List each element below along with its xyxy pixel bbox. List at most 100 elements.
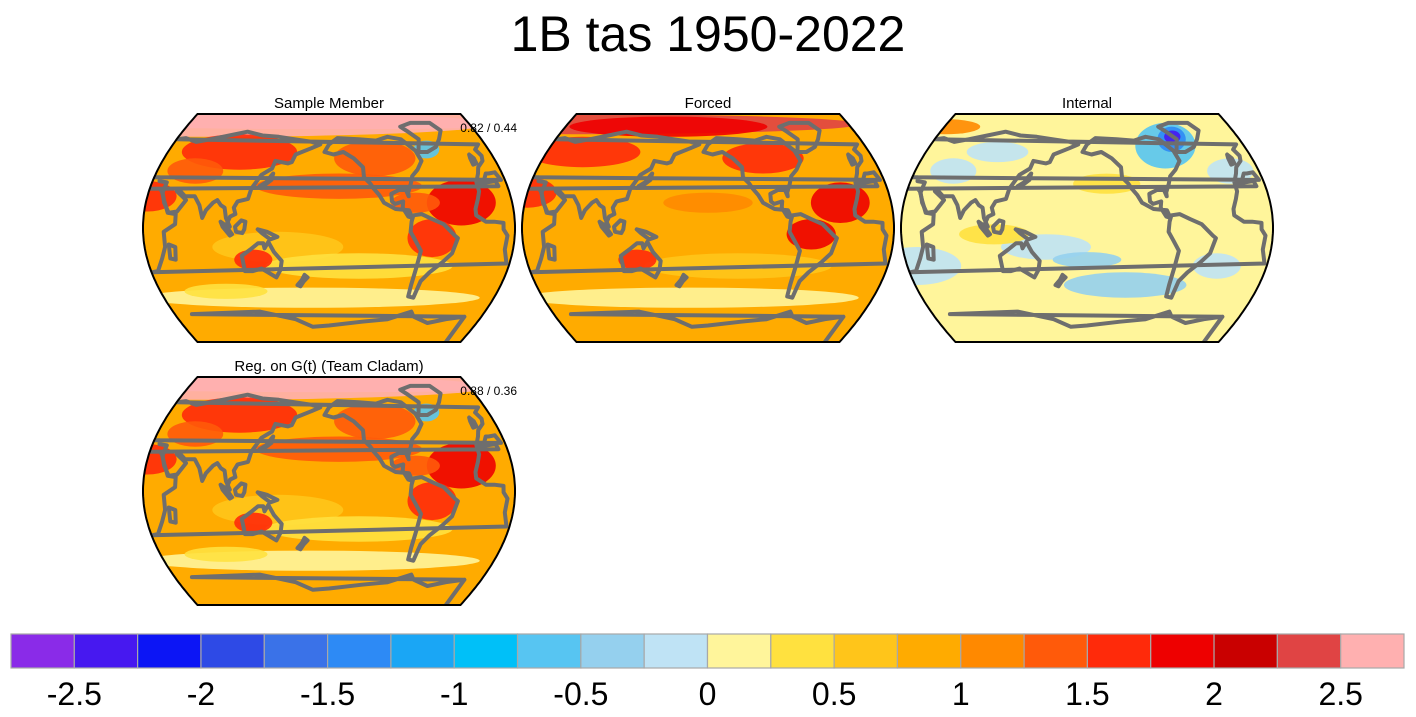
colorbar-swatch [1213,633,1278,669]
colorbar-tick-label: -0.5 [553,676,608,712]
panel-title: Forced [684,95,732,112]
colorbar-tick-label: 0.5 [812,676,856,712]
map-panel-sample-member: Sample Member 0.82 / 0.44 [141,95,517,343]
coastline-samerica [785,212,839,300]
anomaly-region [334,140,416,176]
coastline-australia [239,502,284,543]
colorbar-swatch [706,633,772,669]
colorbar-swatch [73,633,139,669]
map-panel-internal: Internal [899,95,1275,343]
map-panel-forced: Forced [520,95,896,343]
coastline-uk [1225,152,1237,167]
colorbar-tick-label: 1.5 [1065,676,1109,712]
colorbar-swatch [1276,633,1342,669]
coastline-australia [618,239,663,280]
coastline-africa [147,179,510,275]
colorbar-swatch [10,633,75,669]
coastline-samerica [406,475,460,563]
coastline-borneo [991,218,1006,236]
colorbar-swatch [896,633,962,669]
map-border [521,113,895,343]
colorbar-swatch [1086,633,1152,669]
figure-title: 1B tas 1950-2022 [510,6,906,62]
colorbar-swatch [326,633,392,669]
anomaly-region [525,136,641,168]
coastline-antarctica [947,309,1225,342]
anomaly-region [184,283,268,299]
coastline-madagascar [166,242,178,262]
anomaly-region [234,249,273,270]
panel-stats: 0.82 / 0.44 [460,121,517,135]
coastline-sumatra [597,219,613,238]
panel-title: Reg. on G(t) (Team Cladam) [234,358,424,375]
colorbar-tick-label: -1 [440,676,468,712]
colorbar-swatch [453,633,519,669]
coastline-japan [1015,171,1034,189]
colorbar-tick-label: -2 [187,676,215,712]
colorbar-swatch [263,633,329,669]
coastline-sumatra [218,482,234,501]
coastline-namerica [322,134,424,220]
colorbar-tick-label: 1 [952,676,970,712]
anomaly-region [618,249,657,270]
coastline-greenland [1156,120,1201,154]
anomaly-region [966,141,1029,163]
colorbar-swatch [643,633,709,669]
coastline-uk [467,152,479,167]
colorbar-swatch [1340,633,1405,669]
coastline-sumatra [976,219,992,238]
coastline-nz [295,272,310,289]
coastline-antarctica [189,309,467,342]
panel-title: Internal [1061,95,1113,112]
colorbar-tick-label: -1.5 [300,676,355,712]
anomaly-region [184,546,268,562]
colorbar-swatch [137,633,202,669]
coastline-borneo [233,218,248,236]
colorbar-swatch [1150,633,1215,669]
coastline-uk [467,415,479,430]
coastline-borneo [612,218,627,236]
coastline-sumatra [218,219,234,238]
colorbar-swatch [390,633,455,669]
colorbar-tick-label: 0 [699,676,717,712]
map-panel-regression: Reg. on G(t) (Team Cladam) 0.88 / 0.36 [141,358,517,606]
coastline-madagascar [166,505,178,525]
world-map-sample-member [142,113,516,343]
coastline-madagascar [545,242,557,262]
anomaly-region [522,287,859,308]
colorbar-swatch [960,633,1025,669]
coastline-australia [239,239,284,280]
coastline-australia [997,239,1042,280]
coastline-namerica [1080,134,1182,220]
anomaly-region [167,421,224,447]
coastline-africa [147,442,510,538]
coastline-madagascar [924,242,936,262]
coastline-africa [526,179,889,275]
coastline-samerica [406,212,460,300]
anomaly-region [1052,252,1122,268]
map-border [142,376,516,606]
coastline-greenland [777,120,822,154]
coastline-namerica [322,397,424,483]
anomaly-region [334,403,416,439]
coastline-samerica [1164,212,1218,300]
colorbar-swatch [770,633,835,669]
map-border [900,113,1274,343]
colorbar-swatch [200,633,265,669]
coastline-borneo [233,481,248,499]
anomaly-region [167,158,224,184]
anomaly-region [786,219,836,250]
colorbar-swatch [580,633,645,669]
colorbar-tick-label: 2.5 [1318,676,1362,712]
map-border [142,113,516,343]
anomaly-region [930,158,977,184]
coastline-japan [257,171,276,189]
coastline-newguinea [255,227,280,242]
coastline-japan [257,434,276,452]
coastline-newguinea [1013,227,1038,242]
coastline-antarctica [189,572,467,605]
coastline-greenland [398,383,443,417]
anomaly-region [234,512,273,533]
colorbar-swatch [516,633,582,669]
coastline-nz [295,535,310,552]
